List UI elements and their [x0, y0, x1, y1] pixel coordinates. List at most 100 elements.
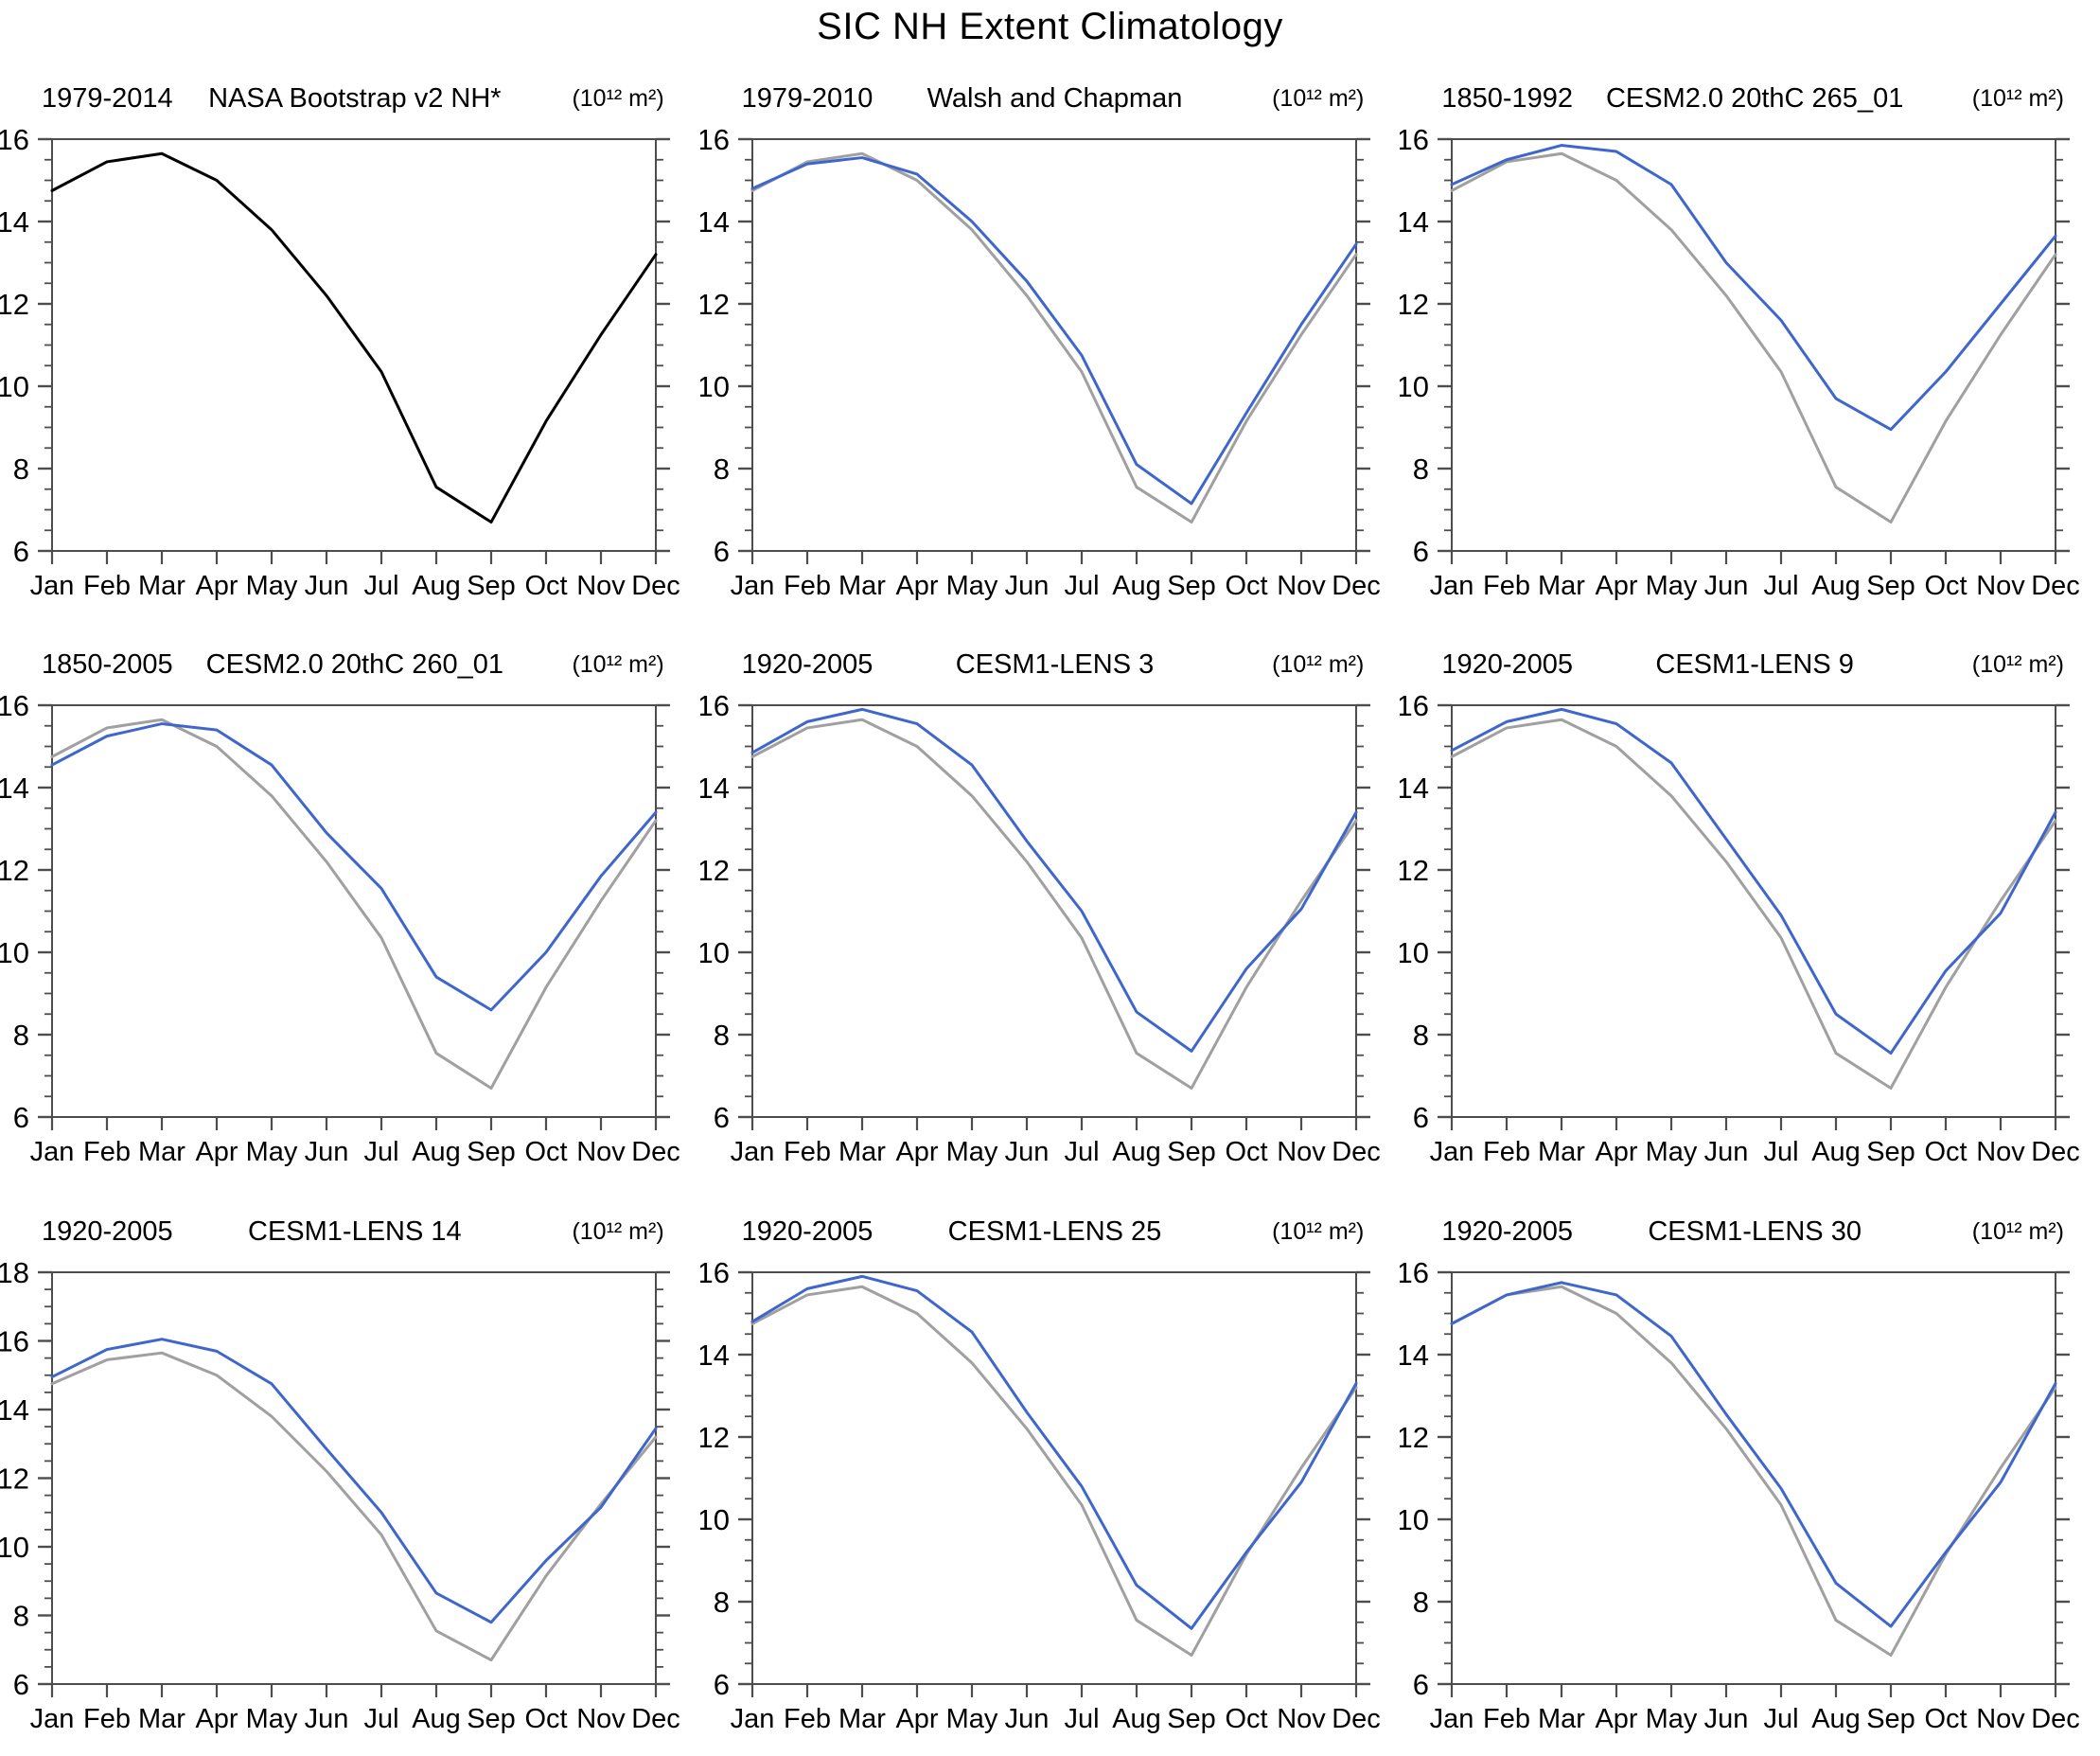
x-tick-label: Mar — [138, 1704, 185, 1734]
y-tick-label: 10 — [700, 370, 730, 403]
series-line-nasa-bootstrap-v2-nh — [50, 151, 658, 524]
chart-panel-cesm2-0-20thc-260-01: 1850-2005 CESM2.0 20thC 260_01 (10¹² m²) 6 8… — [0, 623, 700, 1189]
series-line-nasa-bootstrap-reference — [750, 1285, 1358, 1657]
y-tick-label: 8 — [713, 1019, 729, 1052]
panel-period-label: 1920-2005 — [1441, 1215, 1573, 1247]
x-tick-label: Sep — [467, 571, 516, 601]
panel-period-label: 1920-2005 — [741, 1215, 874, 1247]
panel-title: Walsh and Chapman — [926, 83, 1183, 114]
x-tick-label: Nov — [576, 571, 626, 601]
panel-header: 1920-2005 CESM1-LENS 30 (10¹² m²) — [1400, 1216, 2100, 1254]
x-tick-label: Sep — [467, 1137, 516, 1167]
panel-header: 1979-2014 NASA Bootstrap v2 NH* (10¹² m²) — [0, 83, 700, 121]
y-tick-label: 6 — [1413, 535, 1429, 568]
y-tick-label: 10 — [0, 936, 29, 969]
x-tick-label: Feb — [1483, 1137, 1530, 1167]
plot-area: 6 8 10 12 14 16 18 Jan Feb Mar Apr May Jun Jul Aug Sep O… — [0, 1256, 680, 1734]
plot-frame — [1451, 137, 2057, 552]
y-tick-label: 6 — [1413, 1101, 1429, 1134]
y-tick-label: 14 — [1400, 1339, 1429, 1372]
x-tick-label: Jan — [1430, 1704, 1474, 1734]
y-tick-label: 16 — [1400, 1256, 1429, 1289]
panel-header: 1979-2010 Walsh and Chapman (10¹² m²) — [700, 83, 1401, 121]
x-tick-label: Nov — [576, 1137, 626, 1167]
y-tick-label: 14 — [700, 1339, 730, 1372]
panel-title: NASA Bootstrap v2 NH* — [208, 83, 502, 114]
y-tick-label: 14 — [1400, 772, 1429, 805]
y-tick-label: 12 — [1400, 288, 1429, 321]
y-tick-label: 10 — [1400, 370, 1429, 403]
series-line-cesm1-lens-14 — [50, 1337, 658, 1623]
x-tick-label: Aug — [1112, 1137, 1161, 1167]
x-tick-label: Feb — [784, 1704, 831, 1734]
y-tick-label: 16 — [700, 123, 730, 156]
panel-period-label: 1850-1992 — [1441, 83, 1573, 114]
x-tick-label: Feb — [83, 1137, 131, 1167]
chart-panel-cesm1-lens-9: 1920-2005 CESM1-LENS 9 (10¹² m²) 6 8 10 12 14 16… — [1400, 623, 2100, 1189]
y-tick-label: 14 — [0, 772, 29, 805]
series-line-nasa-bootstrap-reference — [50, 1351, 658, 1661]
panel-unit-label: (10¹² m²) — [1272, 85, 1365, 112]
x-tick-label: May — [1646, 571, 1698, 601]
y-tick-label: 16 — [700, 689, 730, 722]
y-tick-label: 14 — [0, 1393, 29, 1427]
x-tick-label: Jan — [730, 571, 774, 601]
chart-panel-walsh-and-chapman: 1979-2010 Walsh and Chapman (10¹² m²) 6 8 10 1… — [700, 57, 1401, 623]
x-tick-label: Oct — [1225, 1704, 1267, 1734]
x-tick-label: Apr — [895, 1137, 938, 1167]
x-tick-label: Jul — [1764, 1137, 1799, 1167]
x-tick-label: Jul — [1064, 571, 1099, 601]
x-tick-label: Oct — [524, 571, 567, 601]
x-tick-label: Jun — [1704, 1137, 1749, 1167]
panel-period-label: 1979-2014 — [42, 83, 173, 114]
chart-panel-cesm1-lens-3: 1920-2005 CESM1-LENS 3 (10¹² m²) 6 8 10 12 14 16… — [700, 623, 1401, 1189]
x-tick-label: May — [1646, 1137, 1698, 1167]
plot-frame — [750, 137, 1357, 552]
x-tick-label: Nov — [1977, 1704, 2026, 1734]
panel-unit-label: (10¹² m²) — [572, 85, 664, 112]
panel-unit-label: (10¹² m²) — [1971, 1217, 2064, 1245]
x-tick-label: Oct — [1925, 571, 1968, 601]
x-tick-label: Oct — [1225, 571, 1267, 601]
panel-title: CESM1-LENS 14 — [248, 1215, 462, 1247]
x-tick-label: May — [945, 571, 997, 601]
y-tick-label: 16 — [1400, 123, 1429, 156]
y-tick-label: 8 — [713, 1586, 729, 1619]
x-tick-label: Nov — [1277, 1137, 1326, 1167]
x-tick-label: Aug — [1812, 571, 1862, 601]
panel-unit-label: (10¹² m²) — [572, 651, 664, 679]
chart-panel-cesm1-lens-30: 1920-2005 CESM1-LENS 30 (10¹² m²) 6 8 10 12 14 1… — [1400, 1190, 2100, 1756]
y-tick-label: 16 — [1400, 689, 1429, 722]
x-tick-label: Jan — [30, 571, 75, 601]
x-tick-label: May — [945, 1704, 997, 1734]
x-tick-label: Jan — [1430, 571, 1474, 601]
x-tick-label: Oct — [1225, 1137, 1267, 1167]
y-tick-label: 14 — [1400, 205, 1429, 239]
x-tick-label: Sep — [1167, 571, 1216, 601]
x-tick-label: Jun — [305, 571, 349, 601]
x-tick-label: Oct — [1925, 1137, 1968, 1167]
x-tick-label: Feb — [83, 571, 131, 601]
x-tick-label: Apr — [1596, 1137, 1638, 1167]
x-tick-label: Apr — [1596, 571, 1638, 601]
panel-unit-label: (10¹² m²) — [1272, 1217, 1365, 1245]
panel-unit-label: (10¹² m²) — [1971, 85, 2064, 112]
x-tick-label: Dec — [1332, 1137, 1381, 1167]
y-tick-label: 8 — [1413, 452, 1429, 486]
series-line-cesm1-lens-30 — [1450, 1280, 2057, 1628]
x-tick-label: Dec — [2032, 1137, 2081, 1167]
y-tick-label: 8 — [1413, 1586, 1429, 1619]
chart-panel-cesm2-0-20thc-265-01: 1850-1992 CESM2.0 20thC 265_01 (10¹² m²) 6 8… — [1400, 57, 2100, 623]
x-tick-label: Jul — [1764, 1704, 1799, 1734]
x-tick-label: Dec — [2032, 571, 2081, 601]
series-line-cesm1-lens-9 — [1450, 708, 2057, 1055]
x-tick-label: Oct — [524, 1137, 567, 1167]
panel-title: CESM1-LENS 30 — [1648, 1215, 1862, 1247]
x-tick-label: Jul — [363, 1704, 398, 1734]
chart-panel-nasa-bootstrap-v2-nh: 1979-2014 NASA Bootstrap v2 NH* (10¹² m²) 6… — [0, 57, 700, 623]
x-tick-label: Jul — [363, 1137, 398, 1167]
x-tick-label: Apr — [895, 571, 938, 601]
